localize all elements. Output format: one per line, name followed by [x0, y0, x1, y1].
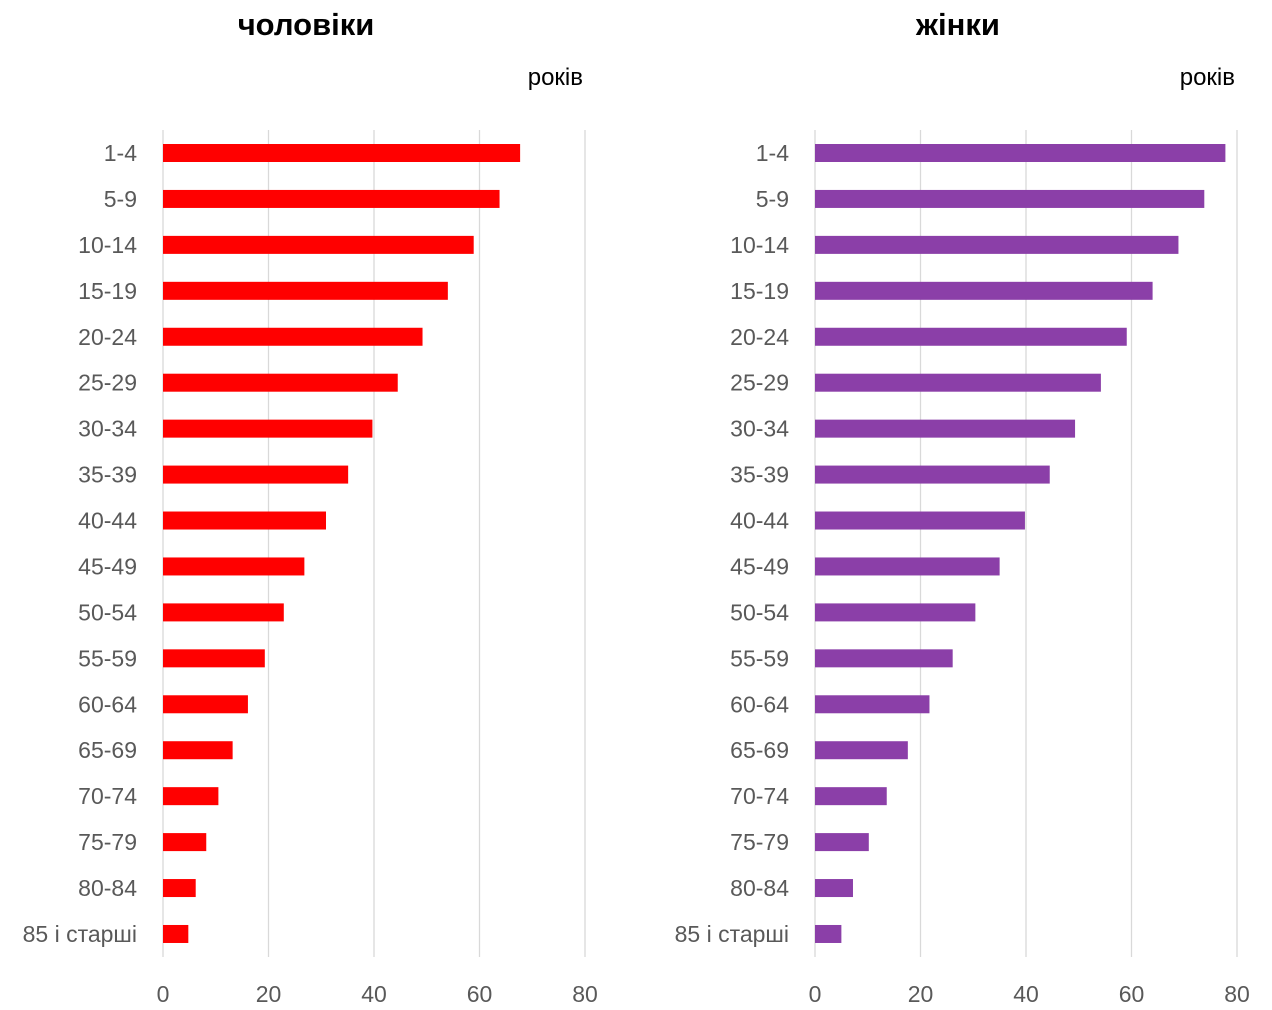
- x-tick-label: 0: [809, 981, 822, 1005]
- bar: [815, 833, 869, 852]
- category-label: 45-49: [78, 553, 137, 579]
- category-label: 50-54: [78, 599, 137, 625]
- category-label: 25-29: [730, 370, 789, 396]
- category-label: 30-34: [78, 416, 137, 442]
- category-label: 60-64: [78, 691, 137, 717]
- category-label: 75-79: [730, 829, 789, 855]
- category-label: 1-4: [104, 140, 137, 166]
- category-label: 10-14: [78, 232, 137, 258]
- category-label: 60-64: [730, 691, 789, 717]
- bar: [163, 511, 326, 530]
- category-label: 80-84: [730, 875, 789, 901]
- bar: [815, 189, 1205, 208]
- unit-label: років: [1180, 64, 1235, 91]
- bar: [815, 649, 953, 668]
- x-tick-label: 20: [908, 981, 934, 1005]
- bar: [163, 281, 448, 300]
- category-label: 5-9: [104, 186, 137, 212]
- category-label: 85 і старші: [675, 921, 789, 947]
- bar: [815, 695, 930, 714]
- category-label: 1-4: [756, 140, 789, 166]
- bar: [815, 603, 976, 622]
- category-label: 25-29: [78, 370, 137, 396]
- category-label: 35-39: [730, 462, 789, 488]
- category-label: 85 і старші: [23, 921, 137, 947]
- x-tick-label: 20: [256, 981, 282, 1005]
- bar: [163, 465, 349, 484]
- bar: [163, 373, 398, 392]
- x-tick-label: 0: [157, 981, 170, 1005]
- bar: [815, 281, 1153, 300]
- category-label: 20-24: [730, 324, 789, 350]
- bar: [163, 327, 423, 346]
- category-label: 45-49: [730, 553, 789, 579]
- chart-panel-men: чоловіки років 0 20 40 60 80 1-4 5-9 10-14 15-19 20…: [23, 7, 598, 1007]
- bar: [815, 879, 853, 898]
- bar: [163, 144, 521, 162]
- category-label: 65-69: [730, 737, 789, 763]
- x-tick-label: 60: [1119, 981, 1145, 1005]
- category-label: 15-19: [730, 278, 789, 304]
- bar: [163, 924, 189, 943]
- bar: [815, 787, 887, 806]
- bar: [163, 235, 474, 254]
- bar: [815, 557, 1000, 576]
- category-label: 70-74: [730, 783, 789, 809]
- bar: [163, 419, 373, 438]
- bar: [163, 189, 500, 208]
- category-label: 40-44: [78, 508, 137, 534]
- x-tick-label: 40: [361, 981, 387, 1005]
- bar: [815, 511, 1025, 530]
- category-label: 35-39: [78, 462, 137, 488]
- bar: [163, 787, 219, 806]
- bar: [815, 373, 1101, 392]
- category-label: 70-74: [78, 783, 137, 809]
- x-tick-label: 80: [572, 981, 598, 1005]
- category-label: 15-19: [78, 278, 137, 304]
- chart-panel-women: жінки років 0 20 40 60 80 1-4 5-9 10-14 15-19 20-24…: [675, 7, 1250, 1007]
- category-label: 30-34: [730, 416, 789, 442]
- bar: [163, 879, 196, 898]
- bar: [163, 557, 305, 576]
- category-label: 65-69: [78, 737, 137, 763]
- bar: [163, 695, 248, 714]
- x-tick-label: 40: [1013, 981, 1039, 1005]
- bar: [163, 649, 265, 668]
- unit-label: років: [528, 64, 583, 91]
- bar: [815, 924, 842, 943]
- category-label: 75-79: [78, 829, 137, 855]
- bar: [163, 603, 284, 622]
- bar: [815, 419, 1076, 438]
- bar: [163, 833, 207, 852]
- category-label: 80-84: [78, 875, 137, 901]
- x-tick-label: 80: [1224, 981, 1250, 1005]
- chart-title: жінки: [915, 7, 1000, 42]
- category-label: 55-59: [78, 645, 137, 671]
- bar: [163, 741, 233, 760]
- bar: [815, 235, 1179, 254]
- category-label: 50-54: [730, 599, 789, 625]
- category-label: 5-9: [756, 186, 789, 212]
- bar: [815, 741, 908, 760]
- category-label: 40-44: [730, 508, 789, 534]
- bar: [815, 144, 1226, 162]
- chart-title: чоловіки: [238, 7, 375, 42]
- category-label: 55-59: [730, 645, 789, 671]
- category-label: 20-24: [78, 324, 137, 350]
- bar: [815, 327, 1127, 346]
- category-label: 10-14: [730, 232, 789, 258]
- x-tick-label: 60: [467, 981, 493, 1005]
- bar: [815, 465, 1050, 484]
